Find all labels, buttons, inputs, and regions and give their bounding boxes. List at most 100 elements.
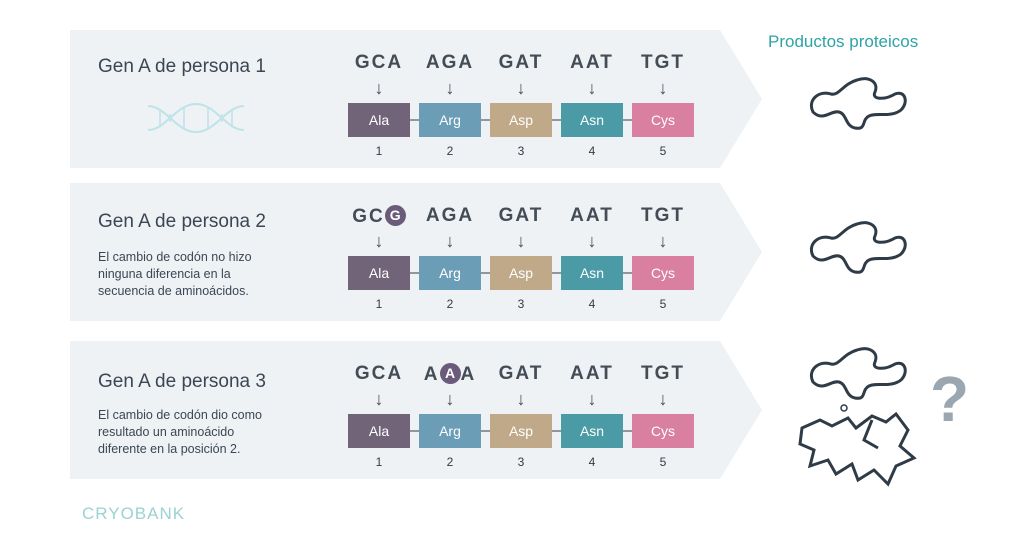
down-arrow-icon: ↓ [587,78,597,98]
codon-bases: TGT [641,363,685,384]
codon-2: AGA [419,52,481,74]
position-number: 2 [446,455,454,469]
codon-bases: TGT [641,205,685,226]
amino-acid-asn: Asn [561,103,623,137]
peptide-bond-line [623,272,632,274]
row-title: Gen A de persona 3 [98,371,266,392]
down-arrow-icon: ↓ [445,389,455,409]
codon-bases: AGA [425,52,475,73]
codon-bases: AAT [570,363,614,384]
down-arrow-icon: ↓ [658,389,668,409]
down-arrow-icon: ↓ [374,231,384,251]
position-number: 3 [517,297,525,311]
amino-acid-asn: Asn [561,414,623,448]
codon-bases: GAT [498,205,544,226]
codon-bases: GCA [354,52,404,73]
amino-acid-cys: Cys [632,414,694,448]
down-arrow-icon: ↓ [587,231,597,251]
codon-1: GCA [348,52,410,74]
down-arrow-icon: ↓ [658,231,668,251]
amino-acid-ala: Ala [348,256,410,290]
codon-bases: GAT [498,52,544,73]
peptide-bond-line [410,430,419,432]
codon-1: GC G [348,205,410,228]
peptide-bond-line [481,272,490,274]
row-description: El cambio de codón dio como resultado un… [98,408,262,456]
peptide-bond-line [410,272,419,274]
codon-5: TGT [632,363,694,385]
codon-bases: GCA [354,363,404,384]
position-number: 4 [588,144,596,158]
header-productos-proteicos: Productos proteicos [768,32,919,51]
mutated-base: G [384,205,406,226]
codon-bases: TGT [641,52,685,73]
amino-acid-asp: Asp [490,414,552,448]
position-number: 1 [375,144,383,158]
row-persona-3: Gen A de persona 3 El cambio de codón di… [70,341,765,479]
peptide-bond-line [552,119,561,121]
peptide-bond-line [623,430,632,432]
down-arrow-icon: ↓ [587,389,597,409]
amino-acid-asp: Asp [490,256,552,290]
codon-1: GCA [348,363,410,385]
dna-helix-icon [147,102,245,134]
mutated-base: A [439,363,461,384]
peptide-bond-line [552,272,561,274]
codon-bases: A [423,364,440,385]
codon-5: TGT [632,52,694,74]
misfolded-protein-icon [798,404,917,487]
row-persona-2: Gen A de persona 2 El cambio de codón no… [70,183,765,321]
amino-acid-arg: Arg [419,414,481,448]
position-number: 1 [375,455,383,469]
codon-2: AGA [419,205,481,227]
cryobank-logo: CRYOBANK [82,504,186,523]
codon-3: GAT [490,363,552,385]
amino-acid-cys: Cys [632,256,694,290]
codon-4: AAT [561,52,623,74]
position-number: 2 [446,144,454,158]
codon-3: GAT [490,205,552,227]
codon-5: TGT [632,205,694,227]
protein-shape-icon-1 [810,77,907,130]
codon-bases: AAT [570,205,614,226]
down-arrow-icon: ↓ [516,231,526,251]
down-arrow-icon: ↓ [516,389,526,409]
protein-shape-icon-2 [810,221,907,274]
down-arrow-icon: ↓ [374,78,384,98]
codon-bases: AAT [570,52,614,73]
protein-shape-icon-3 [810,347,907,400]
peptide-bond-line [481,430,490,432]
codon-bases: AGA [425,205,475,226]
down-arrow-icon: ↓ [658,78,668,98]
amino-acid-arg: Arg [419,103,481,137]
peptide-bond-line [623,119,632,121]
peptide-bond-line [552,430,561,432]
row-description: El cambio de codón no hizo ninguna difer… [98,250,252,298]
amino-acid-ala: Ala [348,103,410,137]
position-number: 5 [659,455,667,469]
down-arrow-icon: ↓ [445,78,455,98]
codon-3: GAT [490,52,552,74]
position-number: 4 [588,297,596,311]
amino-acid-arg: Arg [419,256,481,290]
peptide-bond-line [481,119,490,121]
question-mark: ? [930,363,970,435]
codon-4: AAT [561,363,623,385]
position-number: 1 [375,297,383,311]
codon-4: AAT [561,205,623,227]
down-arrow-icon: ↓ [445,231,455,251]
amino-acid-asn: Asn [561,256,623,290]
amino-acid-ala: Ala [348,414,410,448]
amino-acid-asp: Asp [490,103,552,137]
position-number: 5 [659,144,667,158]
codon-bases: A [460,364,477,385]
peptide-bond-line [410,119,419,121]
position-number: 3 [517,455,525,469]
position-number: 4 [588,455,596,469]
position-number: 5 [659,297,667,311]
codon-bases: GAT [498,363,544,384]
down-arrow-icon: ↓ [516,78,526,98]
codon-bases: GC [352,206,385,227]
row-title: Gen A de persona 1 [98,56,266,77]
